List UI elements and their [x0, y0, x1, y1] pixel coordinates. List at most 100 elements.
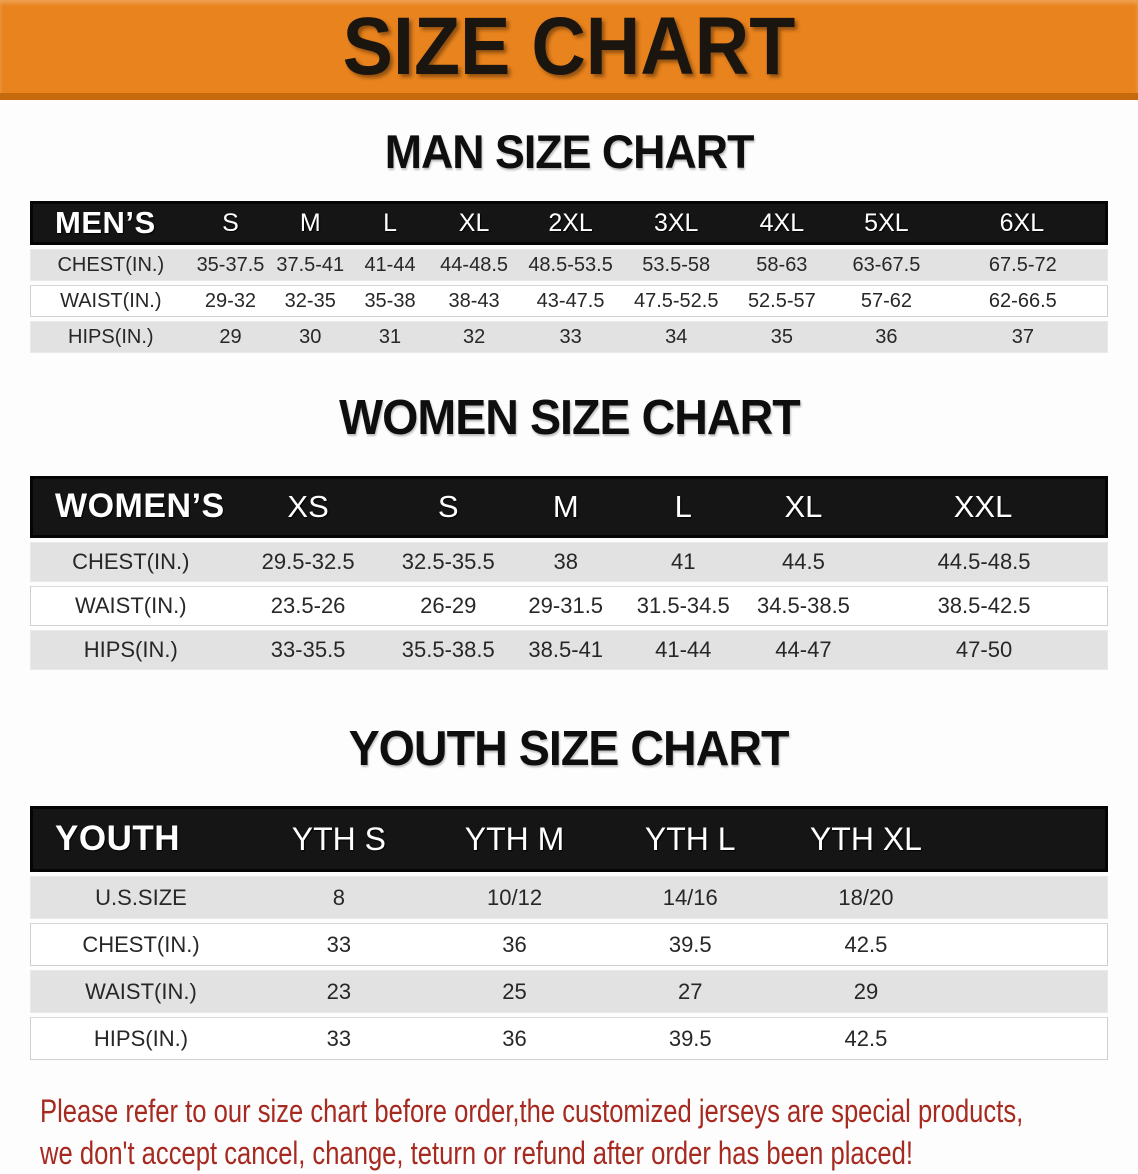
youth-section-heading: YOUTH SIZE CHART [0, 721, 1138, 776]
cell-value: 41-44 [620, 629, 746, 670]
cell-value: 35 [729, 321, 835, 354]
cell-value: 8 [250, 876, 427, 920]
cell-value: 44-48.5 [429, 249, 519, 282]
cell-value: 27 [602, 970, 779, 1014]
column-header: S [385, 475, 511, 538]
column-header: S [190, 201, 271, 246]
cell-value: 48.5-53.5 [518, 249, 623, 282]
cell-value: 35-38 [350, 285, 430, 318]
men-section-heading-text: MAN SIZE CHART [384, 125, 755, 178]
cell-value: 33-35.5 [230, 629, 386, 670]
table-row: WAIST(IN.) 23 25 27 29 [30, 970, 1108, 1014]
column-header: YTH XL [778, 806, 954, 873]
men-size-table: MEN’S S M L XL 2XL 3XL 4XL 5XL 6XL CHEST(IN.) 35-37… [30, 197, 1108, 357]
table-row: HIPS(IN.) 29 30 31 32 33 34 35 36 37 [30, 321, 1108, 354]
row-label: CHEST(IN.) [30, 923, 251, 967]
size-chart-banner: SIZE CHART [0, 0, 1138, 100]
column-header: 3XL [622, 201, 730, 246]
table-title-men: MEN’S [30, 201, 191, 246]
cell-value: 62-66.5 [938, 285, 1108, 318]
column-header: 4XL [729, 201, 835, 246]
column-header: 5XL [834, 201, 939, 246]
cell-value: 42.5 [778, 1017, 954, 1061]
cell-value: 37.5-41 [270, 249, 351, 282]
cell-value: 34 [622, 321, 730, 354]
cell-value: 26-29 [385, 585, 511, 626]
row-label: WAIST(IN.) [30, 970, 251, 1014]
table-row: HIPS(IN.) 33 36 39.5 42.5 [30, 1017, 1108, 1061]
column-header: YTH M [426, 806, 603, 873]
cell-value: 34.5-38.5 [745, 585, 862, 626]
row-label: U.S.SIZE [30, 876, 251, 920]
cell-value: 23.5-26 [230, 585, 386, 626]
cell-value: 25 [426, 970, 603, 1014]
cell-value: 36 [834, 321, 939, 354]
column-header: 6XL [938, 201, 1108, 246]
cell-value: 36 [426, 1017, 603, 1061]
cell-value: 38.5-42.5 [861, 585, 1108, 626]
youth-size-table: YOUTH YTH S YTH M YTH L YTH XL U.S.SIZE 8 10/12… [30, 802, 1108, 1064]
column-header: XL [745, 475, 862, 538]
cell-value: 32.5-35.5 [385, 541, 511, 582]
spacer-cell [953, 876, 1108, 920]
cell-value: 29.5-32.5 [230, 541, 386, 582]
cell-value: 38 [510, 541, 621, 582]
cell-value: 47.5-52.5 [622, 285, 730, 318]
table-row: WAIST(IN.) 23.5-26 26-29 29-31.5 31.5-34.5 34… [30, 585, 1108, 626]
cell-value: 44.5 [745, 541, 862, 582]
cell-value: 18/20 [778, 876, 954, 920]
cell-value: 43-47.5 [518, 285, 623, 318]
cell-value: 31 [350, 321, 430, 354]
row-label: CHEST(IN.) [30, 249, 191, 282]
cell-value: 10/12 [426, 876, 603, 920]
column-header: 2XL [518, 201, 623, 246]
disclaimer-line-2: we don't accept cancel, change, teturn o… [40, 1135, 913, 1172]
row-label: WAIST(IN.) [30, 585, 231, 626]
women-section-heading: WOMEN SIZE CHART [0, 391, 1138, 446]
column-header: M [270, 201, 351, 246]
cell-value: 52.5-57 [729, 285, 835, 318]
cell-value: 29 [190, 321, 271, 354]
cell-value: 42.5 [778, 923, 954, 967]
cell-value: 35.5-38.5 [385, 629, 511, 670]
table-title-women: WOMEN’S [30, 475, 231, 538]
cell-value: 35-37.5 [190, 249, 271, 282]
banner-title: SIZE CHART [342, 0, 796, 92]
table-header-row: MEN’S S M L XL 2XL 3XL 4XL 5XL 6XL [30, 201, 1108, 246]
table-row: WAIST(IN.) 29-32 32-35 35-38 38-43 43-47.5 47.… [30, 285, 1108, 318]
women-size-table: WOMEN’S XS S M L XL XXL CHEST(IN.) 29.5-32.5 32.5… [30, 472, 1108, 674]
column-header: YTH L [602, 806, 779, 873]
men-section-heading: MAN SIZE CHART [0, 125, 1138, 178]
row-label: HIPS(IN.) [30, 321, 191, 354]
youth-section-heading-text: YOUTH SIZE CHART [349, 721, 790, 776]
cell-value: 41-44 [350, 249, 430, 282]
cell-value: 32-35 [270, 285, 351, 318]
spacer-cell [953, 1017, 1108, 1061]
cell-value: 29-31.5 [510, 585, 621, 626]
cell-value: 39.5 [602, 923, 779, 967]
table-row: U.S.SIZE 8 10/12 14/16 18/20 [30, 876, 1108, 920]
table-row: CHEST(IN.) 29.5-32.5 32.5-35.5 38 41 44.5 44.5… [30, 541, 1108, 582]
cell-value: 57-62 [834, 285, 939, 318]
cell-value: 31.5-34.5 [620, 585, 746, 626]
disclaimer-line-1: Please refer to our size chart before or… [40, 1093, 1024, 1130]
women-section-heading-text: WOMEN SIZE CHART [338, 391, 801, 446]
column-header: XL [429, 201, 519, 246]
cell-value: 38-43 [429, 285, 519, 318]
table-row: HIPS(IN.) 33-35.5 35.5-38.5 38.5-41 41-44 44-… [30, 629, 1108, 670]
cell-value: 29-32 [190, 285, 271, 318]
column-header: M [510, 475, 621, 538]
cell-value: 33 [250, 1017, 427, 1061]
disclaimer: Please refer to our size chart before or… [40, 1090, 1138, 1174]
cell-value: 53.5-58 [622, 249, 730, 282]
row-label: WAIST(IN.) [30, 285, 191, 318]
cell-value: 30 [270, 321, 351, 354]
cell-value: 36 [426, 923, 603, 967]
cell-value: 37 [938, 321, 1108, 354]
row-label: HIPS(IN.) [30, 1017, 251, 1061]
spacer-cell [953, 923, 1108, 967]
table-row: CHEST(IN.) 33 36 39.5 42.5 [30, 923, 1108, 967]
spacer-cell [953, 970, 1108, 1014]
cell-value: 39.5 [602, 1017, 779, 1061]
column-header: XS [230, 475, 386, 538]
